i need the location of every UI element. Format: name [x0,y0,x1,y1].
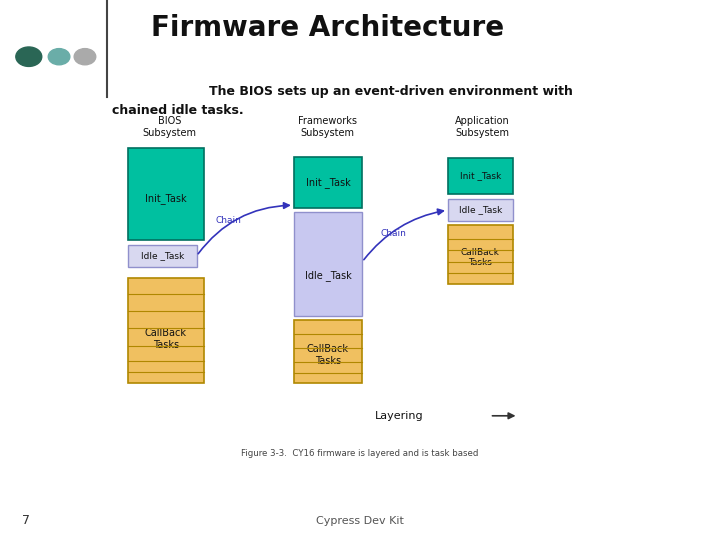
Text: BIOS
Subsystem: BIOS Subsystem [142,116,196,138]
Circle shape [16,47,42,66]
Text: Frameworks
Subsystem: Frameworks Subsystem [298,116,357,138]
Bar [294,320,362,383]
Bar [128,148,204,240]
Text: Idle _Task: Idle _Task [305,270,351,281]
Text: Chain: Chain [380,229,406,238]
Bar [448,158,513,194]
Text: Cypress Dev Kit: Cypress Dev Kit [316,516,404,526]
Text: chained idle tasks.: chained idle tasks. [112,104,243,117]
Text: 7: 7 [22,514,30,526]
Text: Init _Task: Init _Task [459,172,501,180]
Text: Init _Task: Init _Task [305,177,351,188]
Circle shape [48,49,70,65]
Bar [448,225,513,284]
Bar [448,199,513,221]
Text: Figure 3-3.  CY16 firmware is layered and is task based: Figure 3-3. CY16 firmware is layered and… [241,449,479,458]
Bar [128,278,204,383]
Text: Firmware Architecture: Firmware Architecture [151,14,504,42]
Text: Init_Task: Init_Task [145,193,186,205]
Text: Chain: Chain [216,216,242,225]
Text: CallBack
Tasks: CallBack Tasks [461,247,500,267]
Text: CallBack
Tasks: CallBack Tasks [307,344,349,366]
Text: Application
Subsystem: Application Subsystem [455,116,510,138]
Circle shape [74,49,96,65]
Bar [294,157,362,208]
Text: Idle _Task: Idle _Task [459,206,502,214]
Text: CallBack
Tasks: CallBack Tasks [145,328,187,350]
Text: Layering: Layering [375,411,424,421]
Bar [128,245,197,267]
Text: The BIOS sets up an event-driven environment with: The BIOS sets up an event-driven environ… [209,85,572,98]
Text: Idle _Task: Idle _Task [140,252,184,260]
Bar [294,212,362,316]
